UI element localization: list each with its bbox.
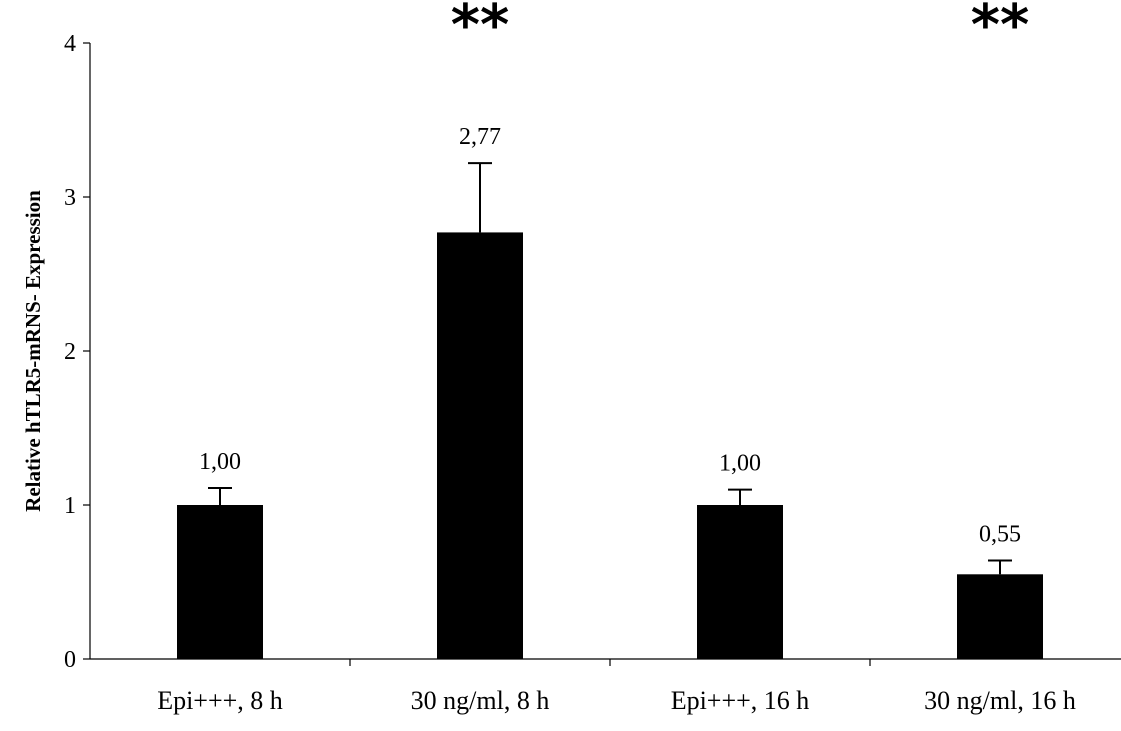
y-tick-label: 4 — [64, 31, 76, 57]
x-tick-label: 30 ng/ml, 16 h — [924, 686, 1076, 715]
x-tick-label: Epi+++, 8 h — [157, 686, 283, 715]
y-tick-label: 1 — [64, 493, 76, 519]
bar — [697, 505, 783, 659]
x-tick-label: 30 ng/ml, 8 h — [411, 686, 550, 715]
data-label: 0,55 — [979, 521, 1021, 547]
bar — [437, 232, 523, 660]
significance-marker: ** — [971, 0, 1030, 58]
bar — [957, 574, 1043, 659]
bars: 1,00 Epi+++, 8 h 2,77 30 ng/ml, 8 h ** 1,00 Ep… — [157, 0, 1076, 715]
y-tick-label: 2 — [64, 339, 76, 365]
data-label: 2,77 — [459, 124, 501, 150]
data-label: 1,00 — [199, 449, 241, 475]
y-tick-label: 0 — [64, 647, 76, 673]
significance-marker: ** — [451, 0, 510, 58]
data-label: 1,00 — [719, 451, 761, 477]
y-axis-label: Relative hTLR5-mRNS- Expression — [21, 190, 45, 512]
y-tick-label: 3 — [64, 185, 76, 211]
x-tick-label: Epi+++, 16 h — [671, 686, 810, 715]
bar — [177, 505, 263, 659]
